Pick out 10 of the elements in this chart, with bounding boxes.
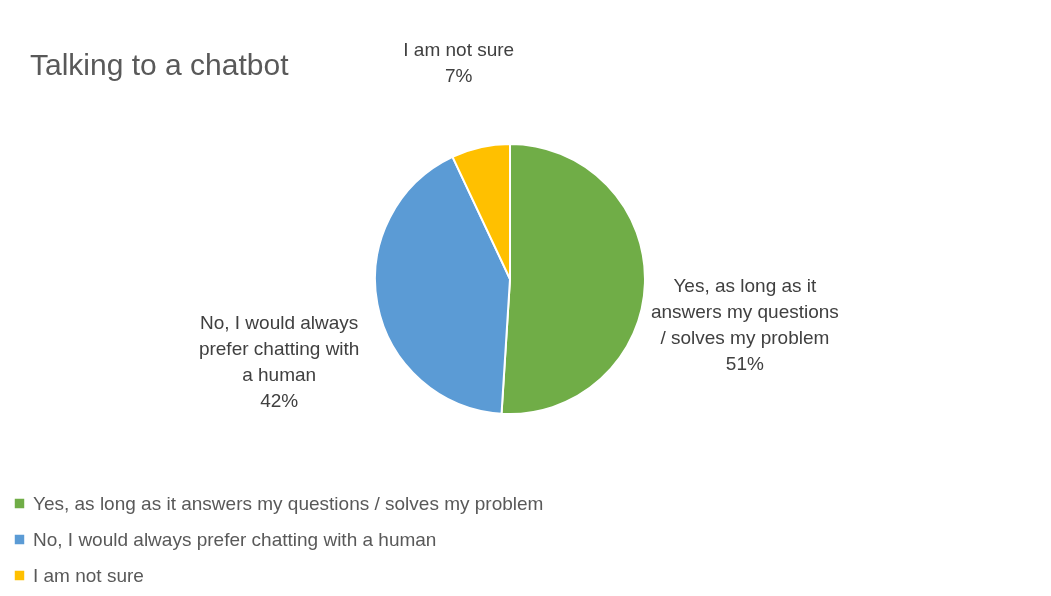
legend-label: I am not sure	[33, 564, 144, 586]
data-label: 42%	[260, 390, 299, 412]
legend-label: Yes, as long as it answers my questions / solves my problem	[33, 492, 544, 514]
legend-label: No, I would always prefer chatting with a human	[33, 528, 437, 550]
slice-label: Yes, as long as it answers my questions / solves my problem	[650, 275, 839, 349]
data-label: 7%	[445, 64, 473, 86]
slice-label: I am not sure	[403, 38, 515, 60]
data-label: 51%	[725, 353, 764, 375]
slice-label: No, I would always prefer chatting with a human	[198, 312, 360, 386]
chart-title: Talking to a chatbot	[30, 47, 290, 81]
